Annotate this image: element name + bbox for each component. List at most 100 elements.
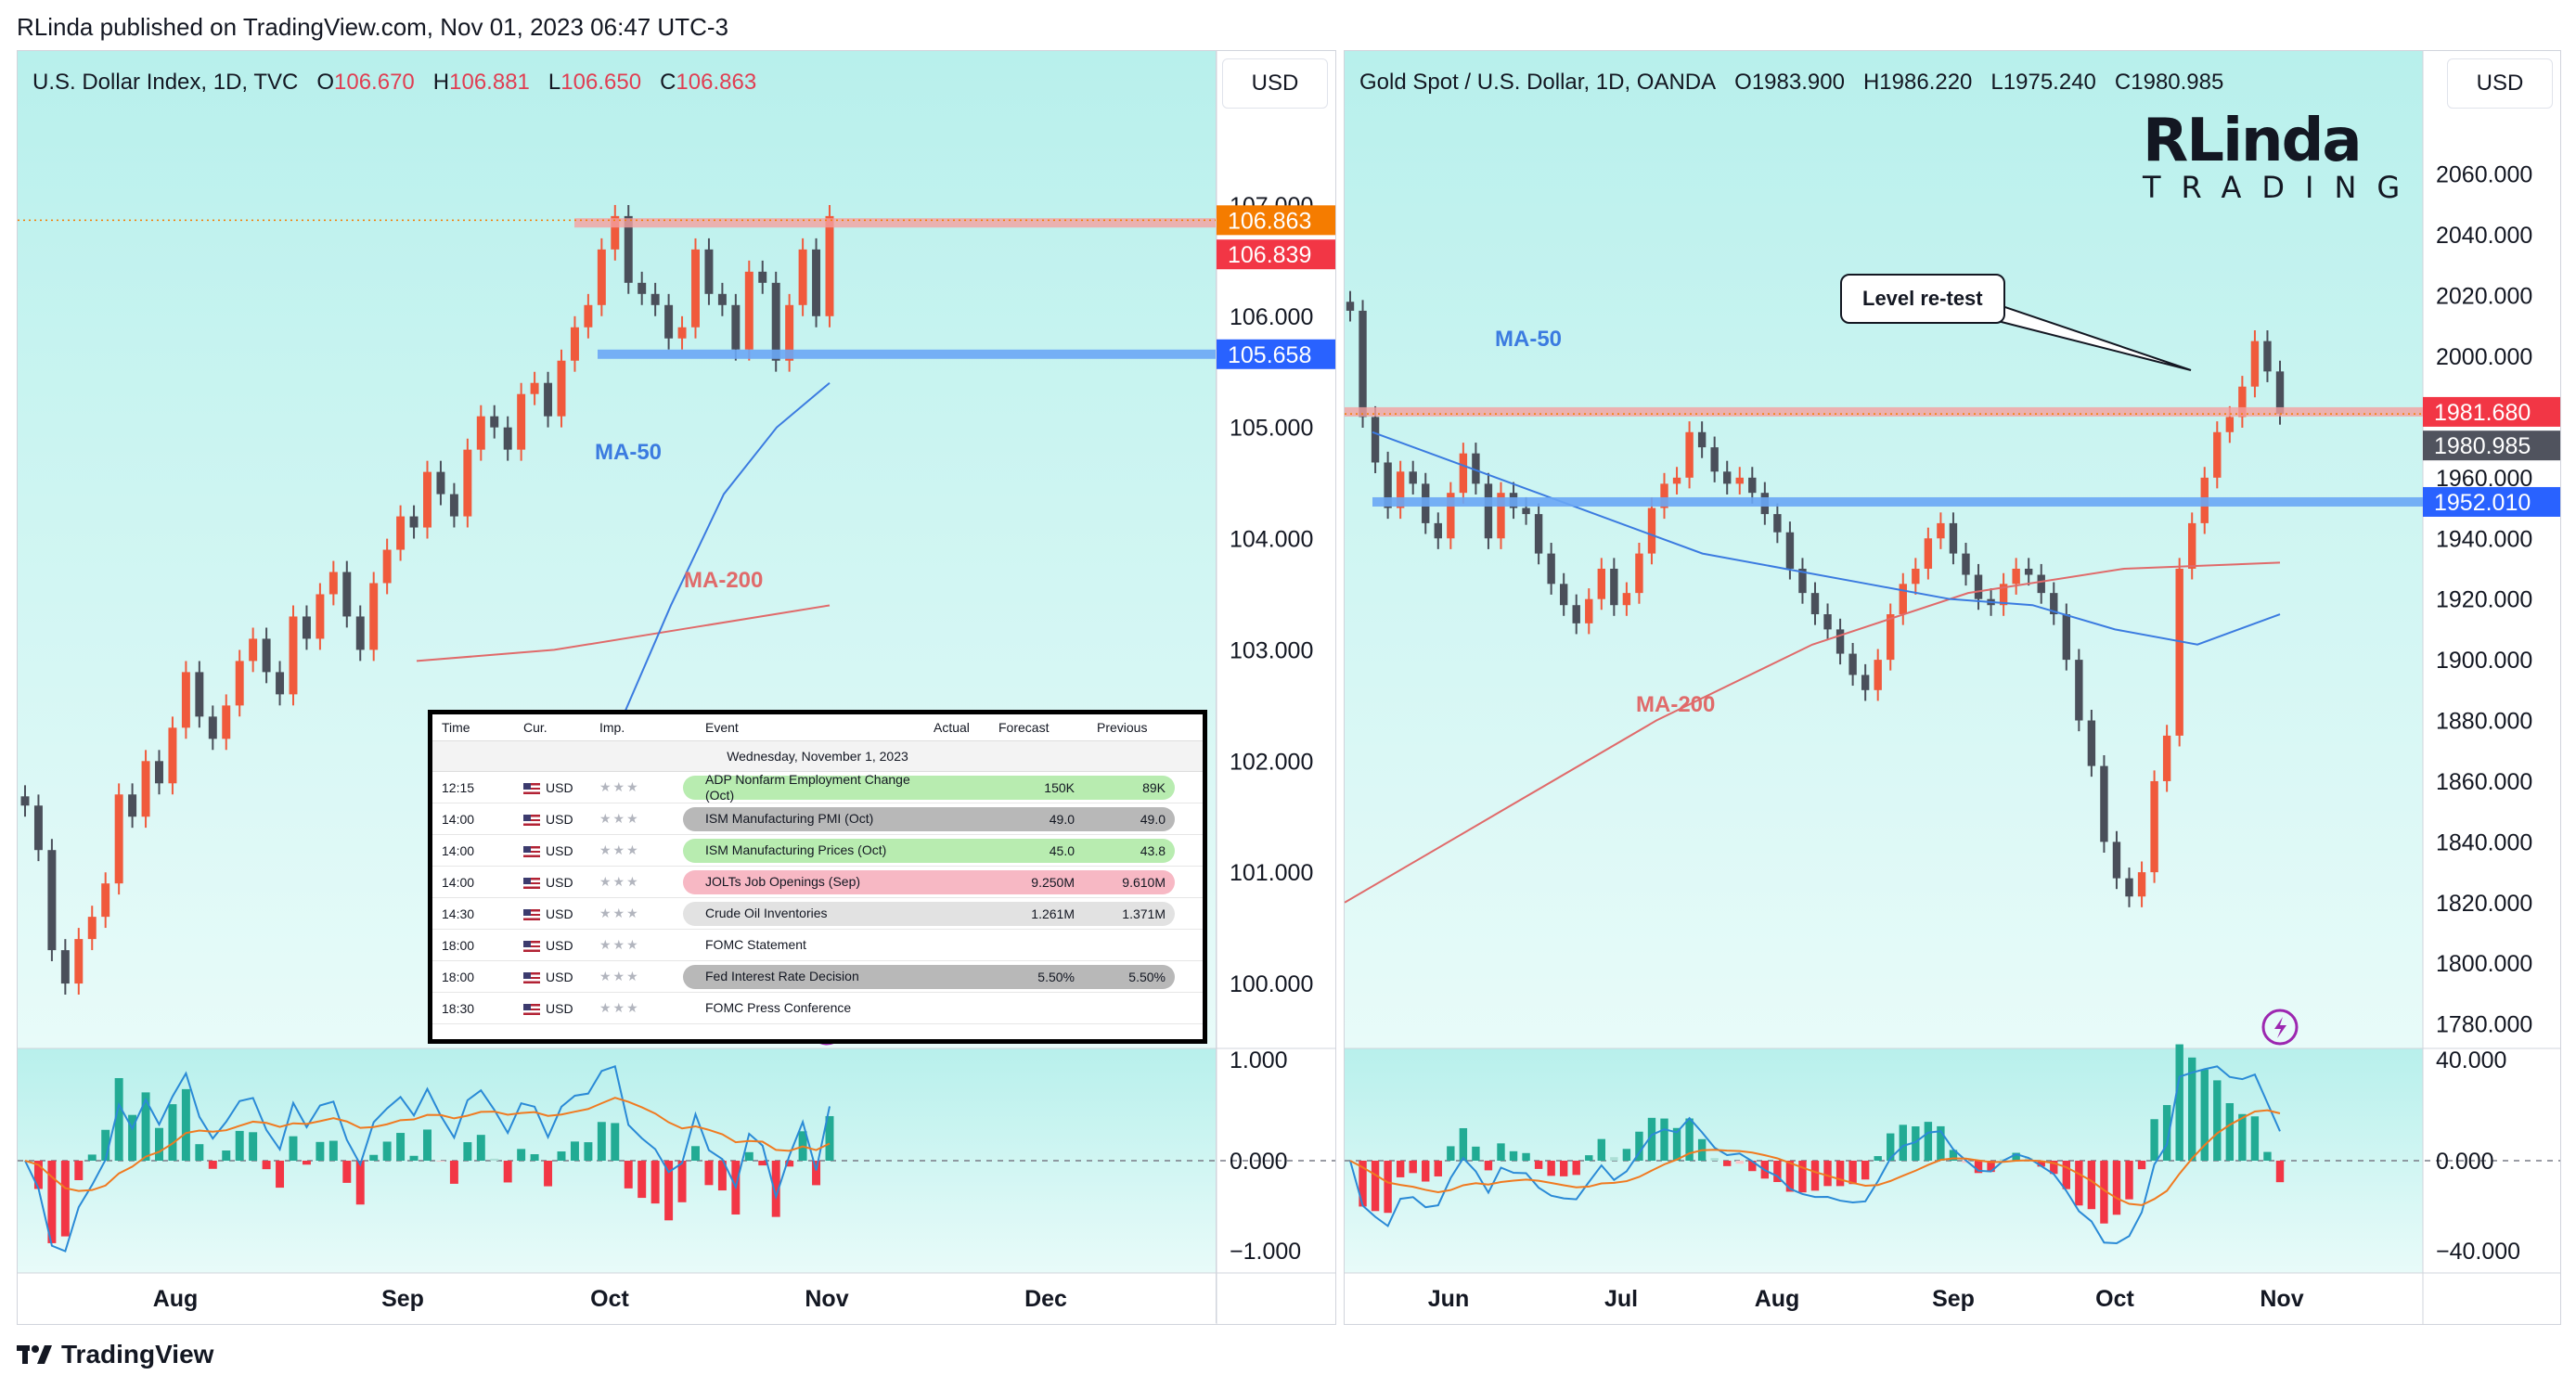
candle-body [1610,568,1618,606]
gold-currency-button[interactable]: USD [2447,58,2553,109]
macd-histogram-bar [717,1161,727,1191]
macd-histogram-bar [2263,1151,2272,1161]
candle-body [1660,483,1668,508]
candle-body [2100,765,2108,842]
macd-histogram-bar [785,1161,794,1167]
candle-body [1447,493,1455,539]
dxy-chart-svg[interactable]: 107.000106.000105.000104.000103.000102.0… [18,51,1335,1324]
candle-body [396,516,406,550]
candle-body [128,794,137,817]
dxy-chart-panel[interactable]: 107.000106.000105.000104.000103.000102.0… [17,50,1336,1325]
month-label: Jul [1604,1286,1638,1312]
row-highlight [683,901,1175,926]
economic-calendar: Time Cur. Imp. Event Actual Forecast Pre… [428,710,1207,1044]
candle-body [597,249,606,305]
macd-histogram-bar [463,1142,472,1161]
macd-histogram-bar [1723,1161,1732,1166]
macd-histogram-bar [1835,1161,1845,1187]
lightning-bolt-glyph [2274,1017,2286,1038]
candle-body [1899,584,1907,615]
gold-chart-svg[interactable]: 2060.0002040.0002020.0002000.0001960.000… [1345,51,2560,1324]
macd-histogram-bar [249,1132,258,1161]
macd-histogram-bar [1396,1161,1405,1177]
candle-body [2012,568,2020,585]
us-flag-icon [523,782,540,794]
price-label-text: 106.863 [1228,208,1311,234]
macd-histogram-bar [2162,1105,2171,1161]
dxy-price-axis[interactable] [1216,50,1336,1323]
candle-body [316,594,325,639]
cal-previous: 1.371M [1122,906,1166,921]
macd-histogram-bar [1559,1161,1568,1176]
macd-histogram-bar [1359,1161,1367,1207]
macd-histogram-bar [2050,1161,2058,1175]
macd-histogram-bar [342,1161,352,1183]
gold-high-label: H [1862,70,1880,95]
candle-body [141,761,150,817]
macd-histogram-bar [517,1149,526,1161]
candle-body [195,672,204,717]
candle-body [557,360,566,417]
price-label-text: 1981.680 [2434,400,2531,426]
macd-histogram-bar [1823,1161,1832,1187]
tradingview-footer-logo[interactable]: TradingView [17,1340,213,1369]
support-level-zone [598,349,1217,359]
candle-body [2112,842,2121,879]
macd-histogram-bar [1810,1161,1820,1191]
macd-line [24,1065,831,1253]
row-highlight [683,869,1175,894]
macd-histogram-bar [503,1161,512,1183]
candle-body [20,796,30,806]
macd-histogram-bar [490,1158,499,1161]
macd-histogram-bar [222,1150,231,1161]
candle-body [423,471,431,528]
candle-body [1710,447,1719,472]
macd-histogram-bar [2012,1152,2020,1161]
macd-histogram-bar [1748,1161,1757,1172]
macd-histogram-bar [1848,1161,1857,1185]
macd-histogram-bar [355,1161,365,1205]
macd-histogram-bar [771,1161,780,1217]
cal-currency: USD [523,812,573,827]
candle-body [490,416,499,428]
us-flag-icon [523,845,540,857]
calendar-row: 18:00 USD ★★★ Fed Interest Rate Decision 5.5… [432,961,1203,993]
macd-histogram-bar [624,1161,633,1189]
macd-histogram-bar [570,1141,579,1161]
macd-histogram-bar [1672,1127,1681,1161]
macd-histogram-bar [74,1161,84,1180]
candle-body [1484,483,1493,539]
macd-histogram-bar [101,1129,110,1161]
macd-histogram-bar [1912,1126,1920,1161]
macd-histogram-bar [1685,1118,1694,1161]
candle-body [1472,453,1480,484]
resistance-level-zone [1345,406,2423,417]
candle-body [449,494,458,517]
macd-histogram-bar [1497,1143,1505,1161]
macd-histogram-bar [155,1127,163,1161]
cal-event: Crude Oil Inventories [705,906,828,920]
price-tick-label: 103.000 [1230,637,1313,663]
dxy-currency-button[interactable]: USD [1222,58,1328,109]
calendar-row: 14:00 USD ★★★ ISM Manufacturing Prices (Oct… [432,835,1203,867]
candle-body [1999,584,2008,606]
candle-body [1723,471,1732,484]
macd-line [1349,1065,2281,1245]
gold-chart-panel[interactable]: 2060.000 2040.000 2020.000 2000.000 1960.000… [1344,50,2561,1325]
cal-previous: 9.610M [1122,874,1166,890]
month-label: Nov [805,1286,848,1312]
candle-body [1887,614,1895,661]
macd-histogram-bar [2213,1080,2222,1161]
dxy-high-label: H [432,70,450,95]
cal-h-cur: Cur. [523,720,547,735]
candle-body [2050,593,2058,615]
macd-tick-label: −40.000 [2436,1239,2520,1265]
macd-histogram-bar [1522,1152,1530,1161]
candle-body [33,805,43,851]
candle-body [155,761,163,784]
candle-body [87,917,97,940]
macd-tick-label: 1.000 [1230,1047,1288,1073]
candle-body [731,304,741,350]
candle-body [2062,614,2071,661]
row-highlight [683,806,1175,831]
